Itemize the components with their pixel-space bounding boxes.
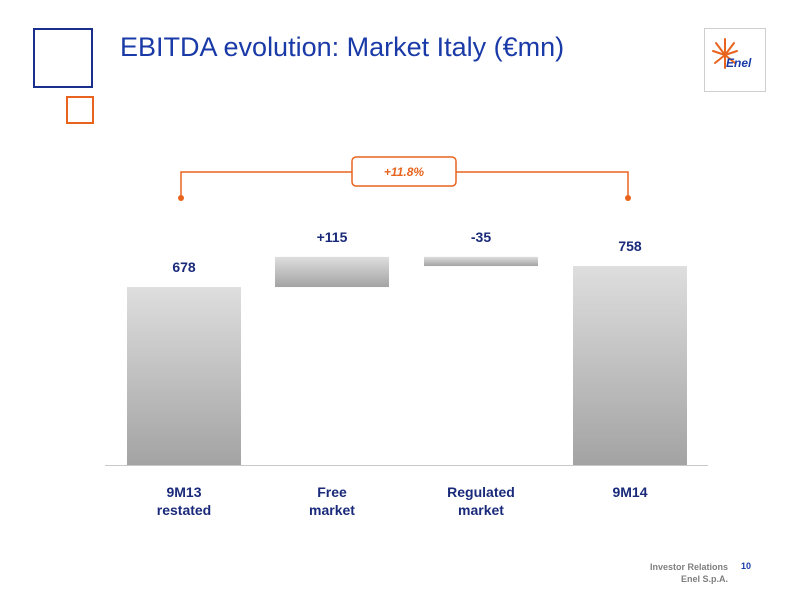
category-label: market xyxy=(309,502,355,518)
bracket-start-dot xyxy=(178,195,184,201)
footer-label: Investor Relations Enel S.p.A. xyxy=(650,561,728,585)
category-label: 9M13 xyxy=(166,484,201,500)
decorative-blue-square xyxy=(33,28,93,88)
data-label: -35 xyxy=(471,229,491,245)
footer-investor-relations: Investor Relations xyxy=(649,562,728,572)
growth-badge xyxy=(351,156,457,187)
category-label: market xyxy=(458,502,504,518)
category-label: 9M14 xyxy=(612,484,647,500)
data-label: +115 xyxy=(317,229,348,245)
growth-label: +11.8% xyxy=(384,165,424,179)
enel-flower-icon xyxy=(712,38,738,69)
bar xyxy=(275,256,389,288)
footer-company: Enel S.p.A. xyxy=(680,574,728,584)
category-label: Regulated xyxy=(447,484,515,500)
page-number: 10 xyxy=(741,561,752,571)
category-label: Free xyxy=(317,484,347,500)
bar xyxy=(573,266,687,465)
data-label: 678 xyxy=(172,259,196,275)
bar xyxy=(424,256,538,267)
category-label: restated xyxy=(157,502,211,518)
data-label: 758 xyxy=(618,238,642,254)
logo-wordmark: Enel xyxy=(726,56,752,70)
enel-logo: Enel xyxy=(704,28,766,92)
bracket-end-dot xyxy=(625,195,631,201)
page-title: EBITDA evolution: Market Italy (€mn) xyxy=(120,32,565,62)
decorative-orange-square xyxy=(66,96,94,124)
bar xyxy=(127,287,241,465)
